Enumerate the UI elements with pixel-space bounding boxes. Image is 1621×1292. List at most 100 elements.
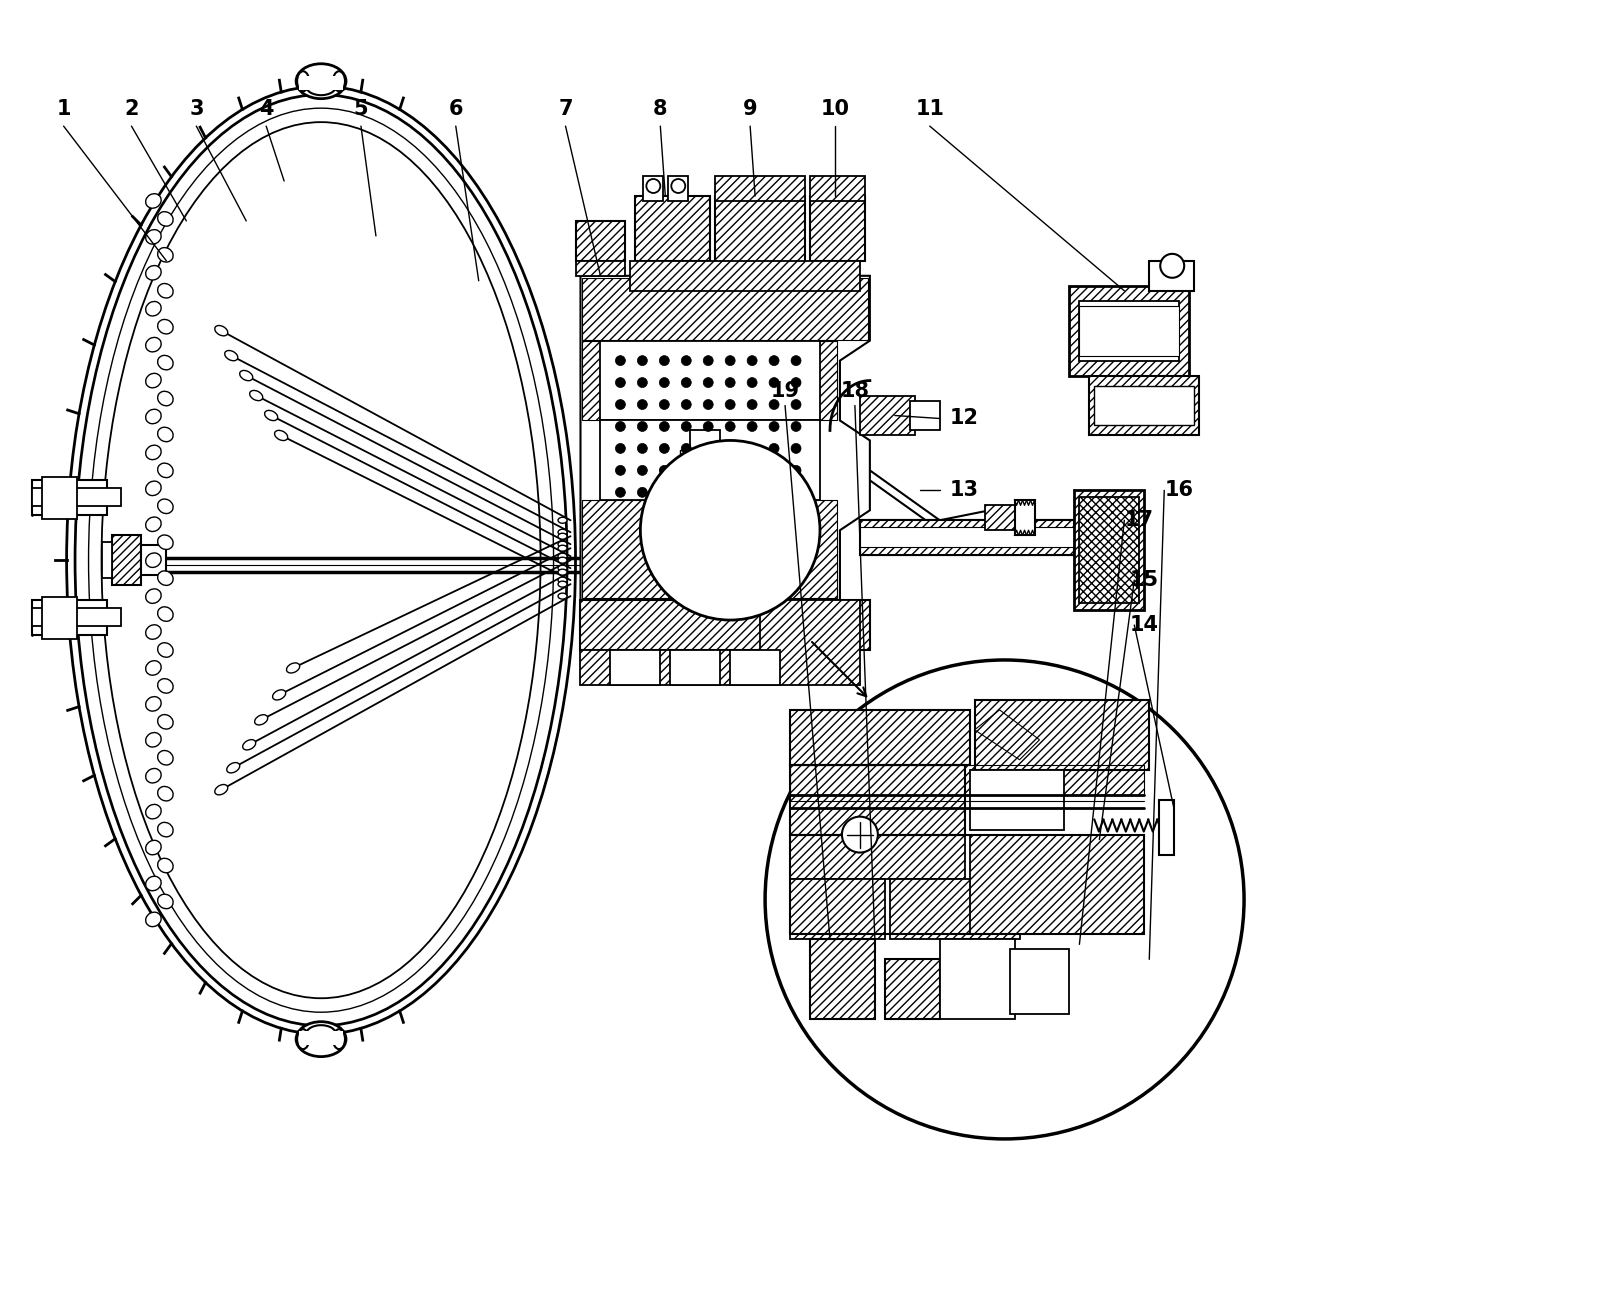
Ellipse shape bbox=[157, 535, 173, 549]
Bar bbox=[575, 221, 626, 261]
Ellipse shape bbox=[240, 371, 253, 381]
Ellipse shape bbox=[146, 230, 160, 244]
Bar bbox=[890, 880, 1020, 939]
Circle shape bbox=[681, 377, 691, 388]
Ellipse shape bbox=[558, 593, 567, 599]
Ellipse shape bbox=[146, 589, 160, 603]
Bar bbox=[789, 709, 969, 765]
Circle shape bbox=[616, 465, 626, 475]
Bar bbox=[810, 196, 866, 261]
Bar bbox=[1075, 491, 1144, 610]
Circle shape bbox=[747, 487, 757, 497]
Bar bbox=[729, 650, 780, 685]
Bar bbox=[789, 880, 885, 939]
Circle shape bbox=[637, 443, 647, 453]
Ellipse shape bbox=[558, 565, 567, 571]
Circle shape bbox=[616, 377, 626, 388]
Text: 17: 17 bbox=[1125, 510, 1154, 530]
Ellipse shape bbox=[227, 762, 240, 773]
Ellipse shape bbox=[146, 410, 160, 424]
Ellipse shape bbox=[297, 63, 345, 98]
Text: 6: 6 bbox=[449, 99, 464, 119]
Bar bbox=[635, 196, 710, 261]
Circle shape bbox=[704, 487, 713, 497]
Text: 13: 13 bbox=[950, 481, 979, 500]
Bar bbox=[631, 261, 859, 291]
Bar bbox=[611, 650, 660, 685]
Ellipse shape bbox=[146, 337, 160, 351]
Bar bbox=[32, 609, 122, 627]
Bar bbox=[810, 939, 875, 1019]
Circle shape bbox=[725, 377, 736, 388]
Bar bbox=[909, 401, 940, 430]
Ellipse shape bbox=[264, 411, 277, 421]
Bar bbox=[700, 460, 712, 550]
Bar bbox=[141, 545, 167, 575]
Circle shape bbox=[616, 399, 626, 410]
Circle shape bbox=[747, 355, 757, 366]
Bar bbox=[42, 597, 76, 640]
Circle shape bbox=[791, 355, 801, 366]
Bar bbox=[1010, 950, 1070, 1014]
Circle shape bbox=[660, 355, 669, 366]
Bar bbox=[859, 395, 914, 435]
Circle shape bbox=[791, 487, 801, 497]
Bar bbox=[859, 527, 1075, 548]
Bar bbox=[789, 709, 969, 765]
Bar bbox=[681, 451, 729, 470]
Bar bbox=[691, 430, 720, 590]
Bar bbox=[1094, 385, 1195, 425]
Ellipse shape bbox=[297, 1022, 345, 1057]
Circle shape bbox=[791, 465, 801, 475]
Ellipse shape bbox=[157, 319, 173, 333]
Bar bbox=[1149, 261, 1195, 291]
Bar bbox=[32, 599, 107, 636]
Ellipse shape bbox=[332, 1030, 345, 1049]
Text: 3: 3 bbox=[190, 99, 204, 119]
Ellipse shape bbox=[146, 805, 160, 819]
Ellipse shape bbox=[297, 71, 310, 92]
Circle shape bbox=[681, 465, 691, 475]
Text: 9: 9 bbox=[742, 99, 757, 119]
Circle shape bbox=[725, 399, 736, 410]
Circle shape bbox=[660, 443, 669, 453]
Ellipse shape bbox=[558, 517, 567, 523]
Ellipse shape bbox=[297, 1030, 310, 1049]
Ellipse shape bbox=[102, 123, 540, 999]
Ellipse shape bbox=[254, 714, 267, 725]
Ellipse shape bbox=[558, 530, 567, 535]
Ellipse shape bbox=[157, 428, 173, 442]
Bar bbox=[1089, 376, 1200, 435]
Ellipse shape bbox=[157, 607, 173, 621]
Bar bbox=[715, 176, 806, 202]
Circle shape bbox=[616, 421, 626, 432]
Ellipse shape bbox=[76, 96, 566, 1025]
Bar bbox=[1080, 301, 1178, 360]
Circle shape bbox=[725, 487, 736, 497]
Text: 10: 10 bbox=[820, 99, 849, 119]
Bar bbox=[760, 599, 859, 685]
Bar bbox=[32, 481, 107, 516]
Circle shape bbox=[1161, 253, 1185, 278]
Circle shape bbox=[768, 399, 780, 410]
Ellipse shape bbox=[66, 87, 575, 1034]
Circle shape bbox=[660, 421, 669, 432]
Bar bbox=[1015, 500, 1034, 535]
Text: 4: 4 bbox=[259, 99, 274, 119]
Circle shape bbox=[791, 443, 801, 453]
Ellipse shape bbox=[157, 212, 173, 226]
Ellipse shape bbox=[146, 912, 160, 926]
Circle shape bbox=[725, 355, 736, 366]
Bar bbox=[1080, 497, 1140, 603]
Ellipse shape bbox=[332, 71, 345, 92]
Circle shape bbox=[747, 421, 757, 432]
Bar bbox=[580, 599, 870, 650]
Circle shape bbox=[725, 443, 736, 453]
Ellipse shape bbox=[157, 751, 173, 765]
Text: 18: 18 bbox=[840, 381, 869, 401]
Bar bbox=[885, 960, 940, 1019]
Circle shape bbox=[640, 441, 820, 620]
Ellipse shape bbox=[558, 578, 567, 583]
Bar bbox=[810, 176, 866, 202]
Ellipse shape bbox=[146, 517, 160, 531]
